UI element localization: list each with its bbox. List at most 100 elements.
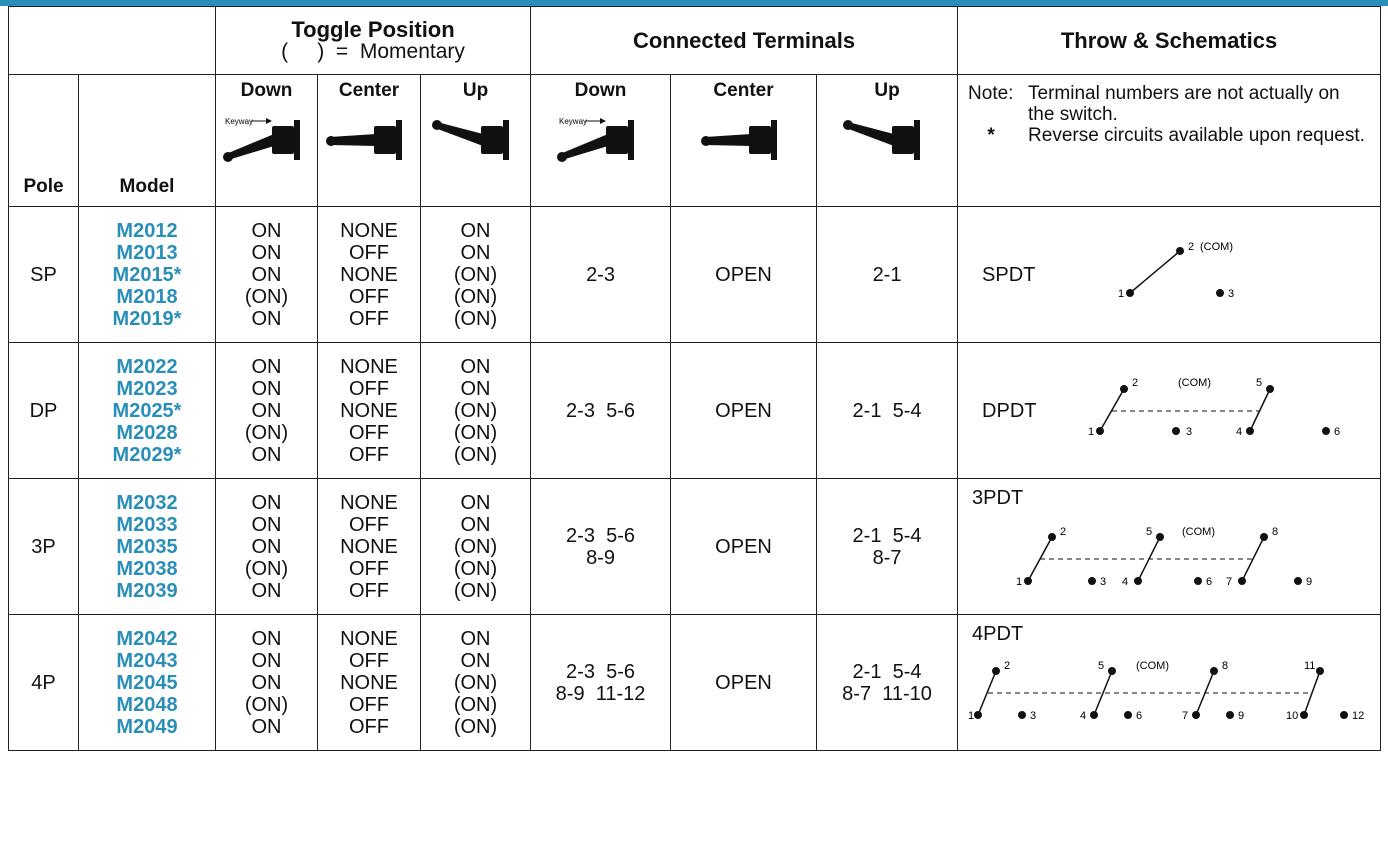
note-reverse-circuits: Reverse circuits available upon request. bbox=[1028, 125, 1365, 146]
com-label: (COM) bbox=[1182, 526, 1215, 538]
state-value: OFF bbox=[349, 421, 389, 444]
terminals-center-cell: OPEN bbox=[670, 614, 818, 751]
state-value: NONE bbox=[340, 263, 398, 286]
terminals-up-switch-icon bbox=[843, 120, 921, 160]
terminal-pair: 2-1 5-4 bbox=[852, 660, 922, 683]
pole-cell: DP bbox=[8, 342, 79, 479]
model-link[interactable]: M2045 bbox=[116, 671, 178, 694]
state-value: NONE bbox=[340, 627, 398, 650]
terminal-number: 7 bbox=[1182, 710, 1188, 722]
model-link[interactable]: M2023 bbox=[116, 377, 178, 400]
terminals-up-cell: 2-1 5-4 8-7 11-10 bbox=[816, 614, 959, 751]
model-link[interactable]: M2035 bbox=[116, 535, 178, 558]
toggle-up-values: ON ON (ON) (ON) (ON) bbox=[419, 614, 532, 751]
table-row: SP M2012 M2013 M2015* M2018 M2019* ON ON O… bbox=[8, 206, 1382, 343]
note-label: Note: bbox=[968, 83, 1014, 104]
terminal-number: 5 bbox=[1256, 377, 1262, 389]
toggle-center-header: Center bbox=[317, 74, 421, 207]
terminal-number: 7 bbox=[1226, 576, 1232, 588]
terminal-pair: 2-3 bbox=[586, 263, 615, 286]
terminals-center-header: Center bbox=[670, 74, 818, 207]
state-value: ON bbox=[251, 241, 282, 264]
terminals-up-cell: 2-1 5-4 8-7 bbox=[816, 478, 959, 615]
table-row: 4P M2042 M2043 M2045 M2048 M2049 ON ON ON(… bbox=[8, 614, 1382, 751]
toggle-up-values: ON ON (ON) (ON) (ON) bbox=[419, 206, 532, 343]
model-link[interactable]: M2032 bbox=[116, 491, 178, 514]
com-label: (COM) bbox=[1200, 241, 1233, 253]
model-link[interactable]: M2015* bbox=[112, 263, 182, 286]
table-row: 3P M2032 M2033 M2035 M2038 M2039 ON ON ON(… bbox=[8, 478, 1382, 615]
note-cell: Note: Terminal numbers are not actually … bbox=[957, 74, 1382, 207]
4pdt-schematic: 1 2 3 4 5 6 7 8 9 10 11 12 (COM) bbox=[968, 660, 1364, 722]
terminal-number: 12 bbox=[1352, 710, 1364, 722]
toggle-up-values: ON ON (ON) (ON) (ON) bbox=[419, 478, 532, 615]
model-link[interactable]: M2029* bbox=[112, 443, 182, 466]
throw-type: 3PDT bbox=[972, 487, 1024, 509]
toggle-down-values: ON ON ON (ON) ON bbox=[215, 342, 318, 479]
model-link[interactable]: M2049 bbox=[116, 715, 178, 738]
model-link[interactable]: M2048 bbox=[116, 693, 178, 716]
state-value: ON bbox=[251, 377, 282, 400]
terminal-number: 5 bbox=[1098, 660, 1104, 672]
terminals-center-switch-icon bbox=[700, 120, 777, 160]
terminal-number: 2 bbox=[1188, 241, 1194, 253]
state-value: OFF bbox=[349, 693, 389, 716]
state-value: (ON) bbox=[244, 285, 289, 308]
terminals-center-cell: OPEN bbox=[670, 206, 818, 343]
terminal-number: 8 bbox=[1222, 660, 1228, 672]
terminals-down-cell: 2-3 5-6 8-9 11-12 bbox=[530, 614, 672, 751]
terminal-number: 8 bbox=[1272, 526, 1278, 538]
momentary-legend: ( ) = Momentary bbox=[281, 39, 465, 63]
state-value: OFF bbox=[349, 579, 389, 602]
terminal-number: 1 bbox=[1088, 426, 1094, 438]
state-value: (ON) bbox=[244, 421, 289, 444]
keyway-label: Keyway bbox=[225, 117, 253, 126]
state-value: ON bbox=[460, 241, 491, 264]
model-link[interactable]: M2019* bbox=[112, 307, 182, 330]
terminal-number: 1 bbox=[1016, 576, 1022, 588]
toggle-down-values: ON ON ON (ON) ON bbox=[215, 206, 318, 343]
model-link[interactable]: M2043 bbox=[116, 649, 178, 672]
terminal-pair: 2-1 5-4 bbox=[852, 524, 922, 547]
toggle-center-switch-icon bbox=[326, 120, 402, 160]
model-link[interactable]: M2022 bbox=[116, 355, 178, 378]
model-link[interactable]: M2025* bbox=[112, 399, 182, 422]
terminals-up-label: Up bbox=[874, 80, 900, 101]
state-value: (ON) bbox=[453, 535, 498, 558]
model-link[interactable]: M2012 bbox=[116, 219, 178, 242]
state-value: ON bbox=[251, 307, 282, 330]
model-link[interactable]: M2042 bbox=[116, 627, 178, 650]
terminals-up-header: Up bbox=[816, 74, 959, 207]
note-asterisk: * bbox=[987, 125, 995, 146]
table-row: DP M2022 M2023 M2025* M2028 M2029* ON ON O… bbox=[8, 342, 1382, 479]
model-list: M2042 M2043 M2045 M2048 M2049 bbox=[78, 614, 216, 751]
terminal-number: 3 bbox=[1030, 710, 1036, 722]
terminals-center-cell: OPEN bbox=[670, 478, 818, 615]
state-value: OFF bbox=[349, 443, 389, 466]
terminal-number: 6 bbox=[1136, 710, 1142, 722]
model-link[interactable]: M2039 bbox=[116, 579, 178, 602]
state-value: ON bbox=[251, 649, 282, 672]
state-value: ON bbox=[460, 627, 491, 650]
model-link[interactable]: M2018 bbox=[116, 285, 178, 308]
terminals-down-label: Down bbox=[574, 80, 627, 101]
terminal-number: 9 bbox=[1238, 710, 1244, 722]
throw-cell: DPDT 1 2 3 4 5 6 (COM) bbox=[957, 342, 1382, 479]
model-link[interactable]: M2033 bbox=[116, 513, 178, 536]
state-value: OFF bbox=[349, 649, 389, 672]
model-link[interactable]: M2013 bbox=[116, 241, 178, 264]
terminal-number: 5 bbox=[1146, 526, 1152, 538]
state-value: NONE bbox=[340, 219, 398, 242]
state-value: (ON) bbox=[244, 557, 289, 580]
connected-terminals-header: Connected Terminals bbox=[530, 6, 959, 75]
terminals-up-cell: 2-1 5-4 bbox=[816, 342, 959, 479]
terminals-center-cell: OPEN bbox=[670, 342, 818, 479]
model-link[interactable]: M2028 bbox=[116, 421, 178, 444]
state-value: OFF bbox=[349, 307, 389, 330]
terminal-pair: 2-3 5-6 bbox=[566, 399, 635, 422]
terminal-number: 4 bbox=[1122, 576, 1128, 588]
state-value: NONE bbox=[340, 399, 398, 422]
terminal-pair: 2-3 5-6 bbox=[566, 524, 635, 547]
model-link[interactable]: M2038 bbox=[116, 557, 178, 580]
top-accent-bar bbox=[0, 0, 1388, 6]
